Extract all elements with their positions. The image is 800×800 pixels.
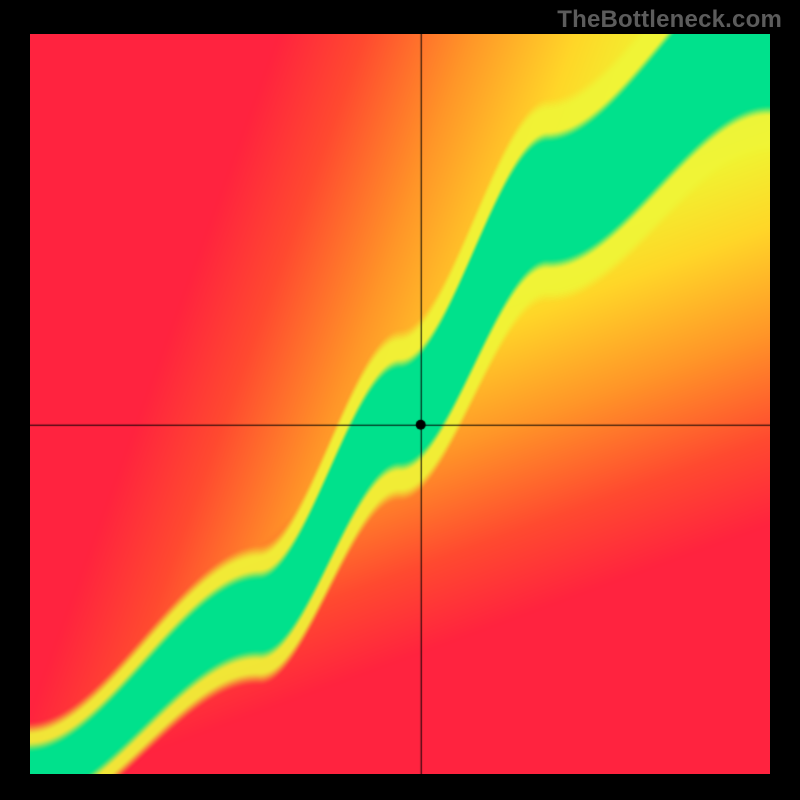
- bottleneck-heatmap: [30, 34, 770, 774]
- chart-container: { "watermark": { "text": "TheBottleneck.…: [0, 0, 800, 800]
- watermark-text: TheBottleneck.com: [557, 6, 782, 34]
